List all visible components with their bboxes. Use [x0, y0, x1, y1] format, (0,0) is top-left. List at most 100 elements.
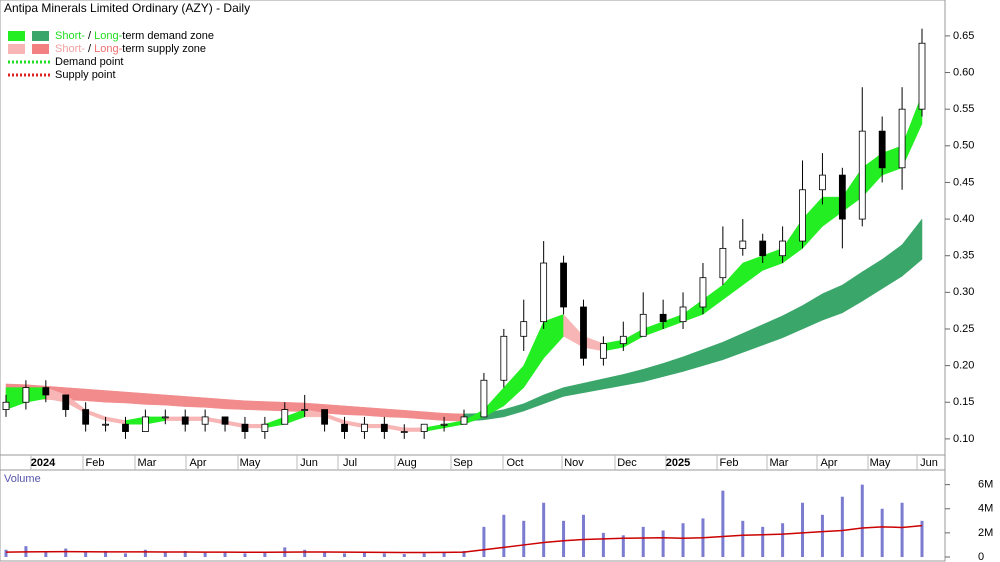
y-tick-label: 0.65 — [953, 30, 974, 42]
candle-body — [62, 394, 70, 410]
candle-body — [679, 306, 687, 323]
candle-body — [201, 416, 209, 425]
zone-segment — [404, 410, 425, 420]
y2-tick-label: 2M — [978, 527, 993, 539]
y2-tick-label: 4M — [978, 503, 993, 515]
y-tick-label: 0.20 — [953, 360, 974, 372]
candle-body — [281, 409, 289, 425]
volume-bar — [362, 552, 366, 557]
candle-body — [480, 379, 488, 418]
candle-body — [838, 174, 846, 220]
volume-bar — [721, 490, 725, 557]
price-panel — [0, 0, 946, 471]
x-tick-label: May — [240, 457, 261, 469]
candle-body — [520, 321, 528, 337]
volume-bar — [104, 550, 108, 557]
candle-body — [659, 313, 667, 323]
legend-part: Short- — [55, 43, 85, 55]
candle-body — [560, 262, 567, 308]
volume-bar — [4, 549, 8, 557]
volume-bar — [522, 520, 526, 557]
zone-segment — [423, 411, 445, 421]
volume-title: Volume — [4, 473, 41, 485]
volume-bar — [581, 514, 585, 557]
candle-body — [22, 387, 30, 403]
x-tick-label: Apr — [189, 457, 206, 469]
volume-bar — [303, 549, 307, 557]
candle-body — [440, 423, 448, 426]
legend-part: / — [85, 43, 94, 55]
candle-body — [141, 416, 149, 432]
x-tick-label: May — [870, 457, 891, 469]
candle-body — [460, 416, 468, 425]
candle-body — [321, 409, 329, 425]
y-tick-label: 0.15 — [953, 396, 974, 408]
legend-label: Demand point — [55, 56, 124, 68]
volume-bar — [163, 552, 167, 557]
zone-segment — [344, 405, 365, 416]
candle-body — [540, 262, 548, 323]
volume-bar — [761, 526, 765, 557]
volume-bar — [641, 526, 645, 557]
y2-tick-label: 0 — [978, 551, 984, 562]
volume-bar — [263, 552, 267, 557]
candle-body — [819, 174, 826, 191]
x-tick-label: Dec — [617, 457, 637, 469]
legend-swatch — [32, 31, 49, 41]
candle-body — [898, 108, 906, 169]
volume-bar — [343, 553, 347, 557]
zone-segment — [145, 393, 166, 406]
y2-tick-label: 6M — [978, 479, 993, 491]
volume-bar — [442, 552, 446, 557]
x-tick-label: Mar — [138, 457, 157, 469]
legend-part: Supply point — [55, 69, 116, 81]
volume-bar — [860, 484, 864, 557]
zone-segment — [125, 391, 146, 405]
candle-body — [699, 277, 707, 308]
legend-swatch — [8, 44, 25, 54]
candle-body — [599, 343, 607, 359]
volume-bar — [502, 514, 506, 557]
x-tick-label: Mar — [770, 457, 789, 469]
candle-body — [580, 306, 587, 359]
volume-bar — [143, 549, 147, 557]
volume-bar — [661, 530, 665, 557]
volume-bar — [84, 552, 88, 557]
legend-label: Short- / Long-term demand zone — [55, 30, 214, 42]
legend-part: Short- — [55, 30, 85, 42]
volume-bar — [601, 532, 605, 557]
candle-body — [122, 423, 129, 432]
y-tick-label: 0.60 — [953, 66, 974, 78]
volume-bar — [402, 553, 406, 557]
zone-segment — [85, 388, 106, 403]
y-tick-label: 0.30 — [953, 286, 974, 298]
volume-bar — [422, 553, 426, 557]
volume-bar — [621, 535, 625, 557]
candle-body — [380, 423, 388, 432]
zone-segment — [184, 396, 206, 408]
legend-part: term supply zone — [122, 43, 206, 55]
volume-bar — [562, 520, 566, 557]
volume-bar — [900, 502, 904, 557]
candle-body — [161, 416, 169, 419]
candle-body — [918, 42, 926, 110]
volume-bar — [741, 520, 745, 557]
candle-body — [341, 423, 348, 432]
candle-body — [420, 423, 428, 432]
legend-swatch — [32, 44, 49, 54]
x-tick-label: Aug — [397, 457, 417, 469]
volume-bar — [382, 553, 386, 557]
candle-body — [500, 335, 508, 381]
legend-part: / — [85, 30, 94, 42]
candle-body — [241, 423, 249, 432]
candle-body — [102, 423, 109, 426]
candle-body — [779, 240, 787, 257]
candle-body — [878, 130, 886, 169]
volume-bar — [462, 550, 466, 557]
y-tick-label: 0.10 — [953, 433, 974, 445]
x-tick-label: Apr — [820, 457, 837, 469]
legend-part: Demand point — [55, 56, 124, 68]
x-tick-label: Jun — [920, 457, 938, 469]
candle-body — [759, 240, 767, 257]
